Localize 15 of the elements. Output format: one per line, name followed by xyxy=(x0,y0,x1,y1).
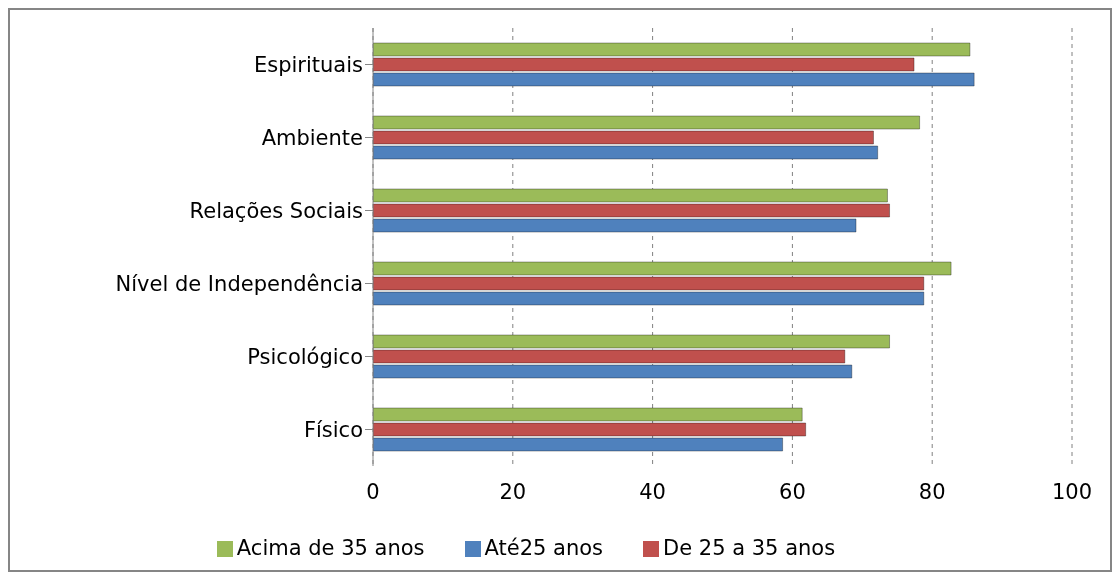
legend-label: De 25 a 35 anos xyxy=(663,536,836,560)
y-tick-label: Espirituais xyxy=(253,52,363,77)
y-tick-label: Nível de Independência xyxy=(115,271,363,296)
x-tick-label: 0 xyxy=(366,479,380,504)
legend-label: Até25 anos xyxy=(484,536,604,560)
x-tick-label: 20 xyxy=(499,479,527,504)
y-tick-label: Ambiente xyxy=(261,125,363,150)
x-tick-label: 60 xyxy=(779,479,806,504)
y-tick-label: Relações Sociais xyxy=(189,198,363,223)
y-tick-label: Físico xyxy=(303,417,363,442)
y-tick-label: Psicológico xyxy=(247,344,363,369)
legend-label: Acima de 35 anos xyxy=(236,536,425,560)
x-tick-label: 80 xyxy=(918,479,946,504)
x-tick-label: 40 xyxy=(639,479,666,504)
x-tick-label: 100 xyxy=(1051,479,1093,504)
